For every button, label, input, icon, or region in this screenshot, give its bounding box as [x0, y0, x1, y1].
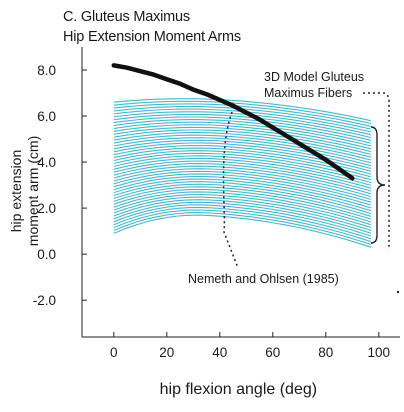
model-fiber-curve — [113, 196, 372, 229]
model-fiber-curve — [113, 142, 372, 170]
model-fiber-curve — [113, 178, 372, 209]
model-fiber-series — [113, 98, 372, 248]
model-fiber-curve — [113, 183, 372, 215]
y-tick-label: 4.0 — [37, 155, 56, 170]
y-tick-label: 8.0 — [37, 63, 56, 78]
model-fiber-curve — [113, 201, 372, 234]
model-fiber-curve — [113, 170, 372, 200]
x-axis-label: hip flexion angle (deg) — [160, 381, 317, 398]
model-fiber-curve — [113, 132, 372, 158]
y-tick-label: 2.0 — [37, 201, 56, 216]
model-fiber-curve — [113, 186, 372, 217]
model-fiber-curve — [113, 173, 372, 203]
x-tick-label: 60 — [265, 345, 280, 360]
model-fiber-curve — [113, 103, 372, 127]
model-fiber-curve — [113, 214, 372, 248]
model-annotation-leader — [363, 92, 390, 250]
model-fiber-curve — [113, 119, 372, 144]
y-tick-label: 6.0 — [37, 109, 56, 124]
model-annotation-line: Maximus Fibers — [264, 86, 352, 100]
model-fiber-curve — [113, 206, 372, 240]
annotations: 3D Model Gluteus Maximus Fibers Nemeth and… — [188, 70, 400, 294]
model-fiber-curve — [113, 188, 372, 220]
y-tick-label: 0.0 — [37, 247, 56, 262]
y-tick-label: -2.0 — [33, 293, 56, 308]
chart-subtitle: Hip Extension Moment Arms — [63, 29, 241, 45]
model-fiber-curve — [113, 175, 372, 206]
y-axis-label: hip extensionmoment arm (cm) — [8, 136, 41, 246]
model-fiber-curve — [113, 163, 372, 192]
reference-annotation-label: Nemeth and Ohlsen (1985) — [188, 272, 339, 286]
y-axis-label-line: moment arm (cm) — [25, 136, 41, 246]
model-fiber-curve — [113, 111, 372, 136]
model-fiber-curve — [113, 116, 372, 141]
model-fiber-curve — [113, 191, 372, 223]
chart-title: C. Gluteus Maximus — [63, 9, 190, 25]
y-axis-label-line: hip extension — [8, 150, 24, 233]
model-fiber-curve — [113, 139, 372, 167]
model-fiber-curve — [113, 212, 372, 245]
model-fiber-bracket — [370, 126, 386, 244]
model-fiber-curve — [113, 100, 372, 125]
model-fiber-curve — [113, 124, 372, 150]
model-fiber-curve — [113, 137, 372, 164]
axes: 8.0 6.0 4.0 2.0 0.0 -2.0 0 20 40 60 80 100 hip flexi… — [8, 47, 400, 398]
model-fiber-curve — [113, 98, 372, 122]
model-fiber-curve — [113, 209, 372, 243]
model-fiber-curve — [113, 152, 372, 181]
x-tick-label: 40 — [212, 345, 227, 360]
model-fiber-curve — [113, 193, 372, 226]
x-tick-label: 20 — [159, 345, 174, 360]
model-fiber-curve — [113, 121, 372, 147]
reference-annotation-leader — [222, 111, 239, 269]
model-fiber-curve — [113, 165, 372, 195]
model-fiber-curve — [113, 126, 372, 153]
model-fiber-curve — [113, 199, 372, 231]
model-fiber-curve — [113, 155, 372, 184]
model-fiber-curve — [113, 157, 372, 186]
x-tick-label: 80 — [318, 345, 333, 360]
x-tick-label: 0 — [110, 345, 118, 360]
x-tick-label: 100 — [368, 345, 391, 360]
model-fiber-curve — [113, 150, 372, 178]
model-fiber-curve — [113, 204, 372, 237]
model-fiber-curve — [113, 168, 372, 198]
model-fiber-curve — [113, 134, 372, 161]
reference-series-line — [111, 63, 355, 181]
stray-dot — [396, 290, 400, 294]
model-fiber-curve — [113, 181, 372, 212]
model-fiber-curve — [113, 113, 372, 139]
model-fiber-curve — [113, 129, 372, 155]
model-annotation-line: 3D Model Gluteus — [264, 70, 364, 84]
model-fiber-curve — [113, 160, 372, 189]
